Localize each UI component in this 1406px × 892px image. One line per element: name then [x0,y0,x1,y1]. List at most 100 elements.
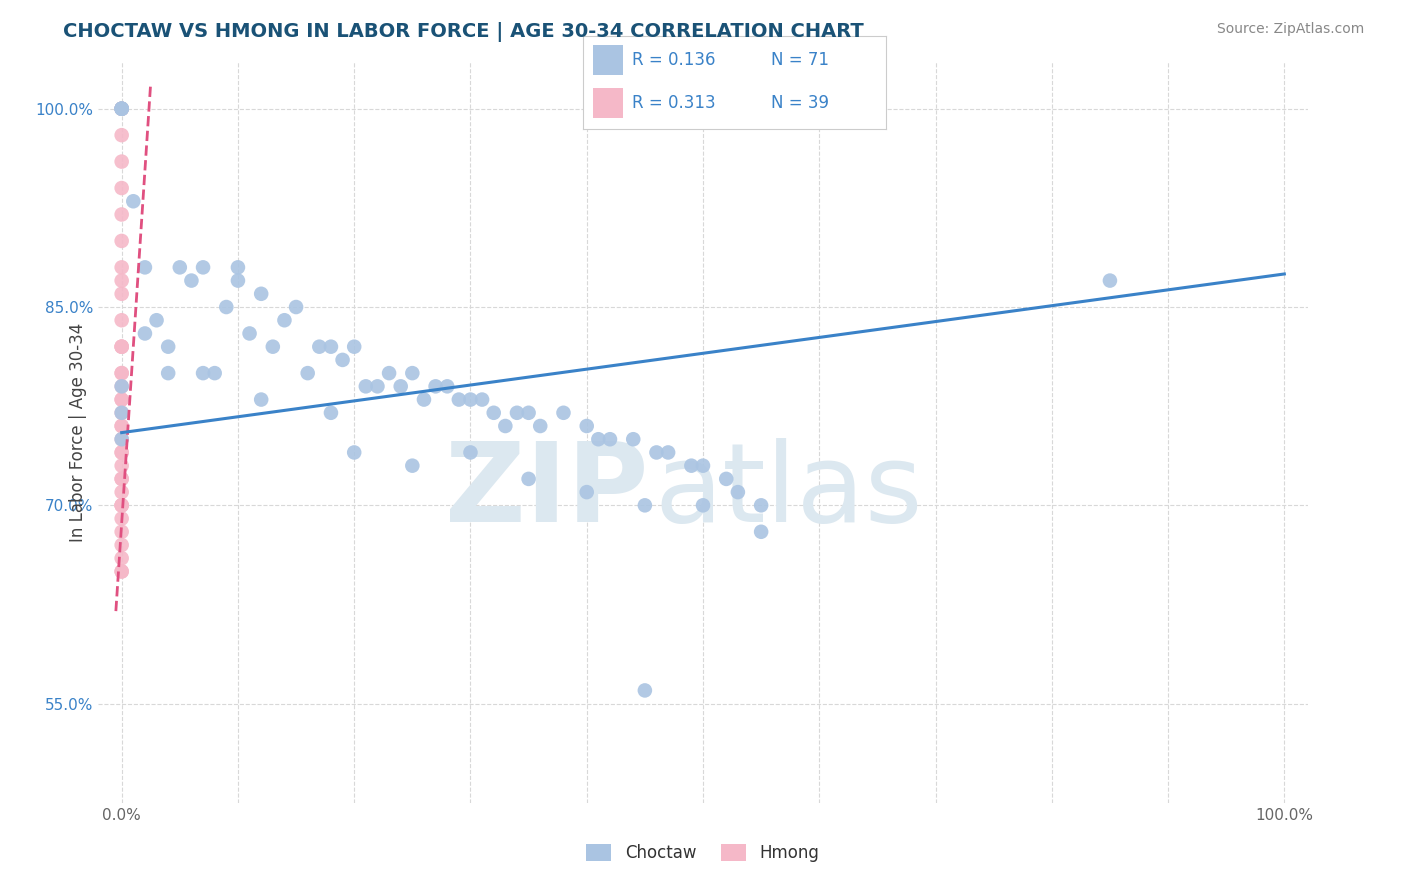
Point [111,340,134,354]
Point [191,260,214,275]
Point [111,366,134,380]
Text: atlas: atlas [655,438,924,545]
Point [169,260,191,275]
Point [111,499,134,513]
Point [645,445,668,459]
Point [111,102,134,116]
Point [111,499,134,513]
Point [111,472,134,486]
Point [226,260,249,275]
Legend: Choctaw, Hmong: Choctaw, Hmong [579,837,827,869]
Point [111,392,134,407]
Point [657,445,679,459]
Point [250,286,273,301]
Text: R = 0.313: R = 0.313 [631,95,716,112]
Text: R = 0.136: R = 0.136 [631,51,716,69]
Point [111,485,134,500]
Bar [592,88,623,118]
Point [111,102,134,116]
Point [157,340,180,354]
Point [517,406,540,420]
Point [145,313,167,327]
Point [111,154,134,169]
Point [111,102,134,116]
Point [634,499,657,513]
Point [599,432,621,446]
Point [191,366,214,380]
Point [262,340,284,354]
Point [575,485,598,500]
Point [111,419,134,434]
Point [319,340,342,354]
Point [111,181,134,195]
Point [134,260,156,275]
Text: N = 71: N = 71 [770,51,830,69]
Point [111,313,134,327]
Point [111,565,134,579]
Point [204,366,226,380]
Point [482,406,505,420]
Point [273,313,295,327]
Point [553,406,575,420]
Point [111,379,134,393]
Point [354,379,377,393]
Point [297,366,319,380]
Point [111,274,134,288]
Point [471,392,494,407]
Point [111,406,134,420]
Point [111,432,134,446]
Text: Source: ZipAtlas.com: Source: ZipAtlas.com [1216,22,1364,37]
Point [460,392,482,407]
Point [111,260,134,275]
Point [111,419,134,434]
Point [111,392,134,407]
Text: N = 39: N = 39 [770,95,830,112]
Point [621,432,644,446]
Point [111,102,134,116]
Point [111,499,134,513]
Text: ZIP: ZIP [446,438,648,545]
Point [378,366,401,380]
Point [226,274,249,288]
Point [111,524,134,539]
Point [575,419,598,434]
Point [681,458,703,473]
Bar [592,45,623,75]
Point [111,511,134,525]
Point [122,194,145,209]
Point [447,392,470,407]
Point [460,445,482,459]
Point [588,432,610,446]
Point [389,379,412,393]
Point [517,472,540,486]
Point [111,406,134,420]
Point [319,406,342,420]
Point [111,102,134,116]
Point [111,432,134,446]
Y-axis label: In Labor Force | Age 30-34: In Labor Force | Age 30-34 [69,323,87,542]
Point [634,683,657,698]
Point [401,458,423,473]
Point [494,419,516,434]
Point [1098,274,1121,288]
Point [111,366,134,380]
Point [529,419,551,434]
Point [111,234,134,248]
Point [111,445,134,459]
Point [749,524,772,539]
Point [401,366,423,380]
Point [436,379,458,393]
Point [366,379,388,393]
Point [749,499,772,513]
Point [727,485,749,500]
Point [250,392,273,407]
Point [111,538,134,552]
Point [157,366,180,380]
Point [716,472,738,486]
Point [692,458,714,473]
Point [308,340,330,354]
Point [332,352,354,367]
Point [413,392,436,407]
Point [343,340,366,354]
Point [111,445,134,459]
